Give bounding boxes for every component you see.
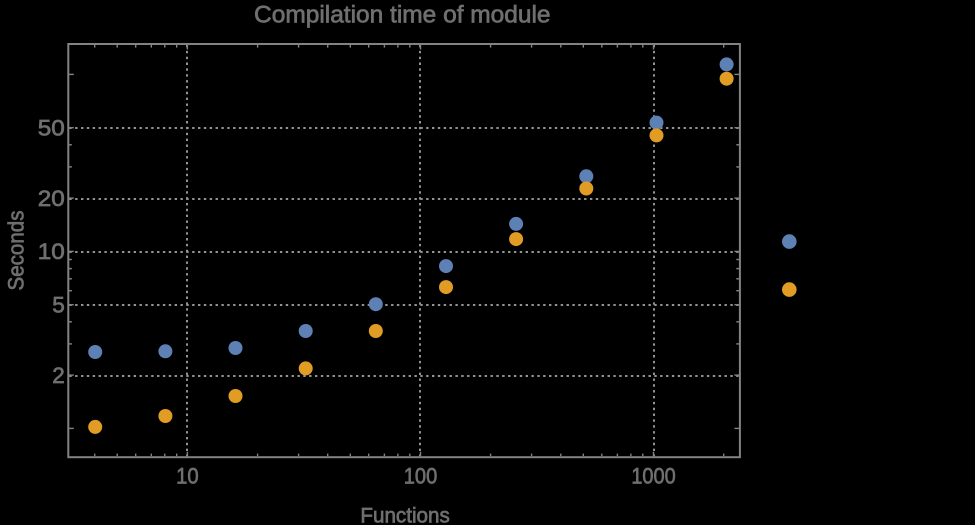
svg-text:2: 2 bbox=[52, 363, 65, 388]
svg-text:100: 100 bbox=[404, 464, 438, 489]
svg-text:Functions: Functions bbox=[360, 504, 449, 525]
svg-text:5: 5 bbox=[52, 293, 65, 318]
svg-text:Seconds: Seconds bbox=[3, 211, 28, 291]
svg-text:Compilation time of module: Compilation time of module bbox=[254, 1, 551, 28]
svg-text:10: 10 bbox=[176, 464, 199, 489]
svg-text:10: 10 bbox=[38, 239, 65, 264]
svg-text:1000: 1000 bbox=[631, 464, 675, 489]
svg-text:20: 20 bbox=[38, 186, 65, 211]
svg-text:50: 50 bbox=[38, 116, 65, 141]
